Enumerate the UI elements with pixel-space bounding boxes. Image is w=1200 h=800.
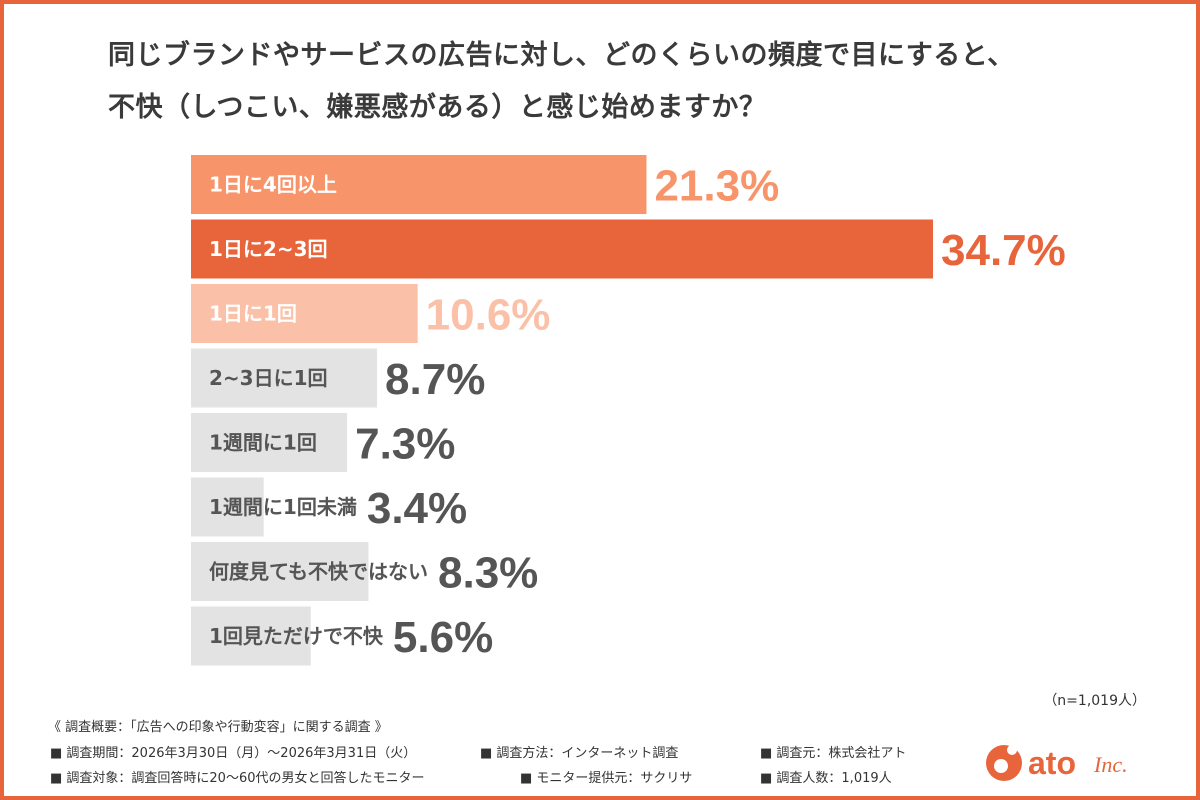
- survey-target: ■ 調査対象：調査回答時に20〜60代の男女と回答したモニター: [50, 771, 425, 786]
- chart-title: 同じブランドやサービスの広告に対し、どのくらいの頻度で目にすると、 不快（しつこ…: [108, 30, 1108, 134]
- survey-provider: ■ モニター提供元：サクリサ: [520, 771, 693, 786]
- value-label-6: 8.3%: [438, 549, 538, 598]
- category-label-6: 何度見ても不快ではない: [209, 560, 428, 584]
- category-label-1: 1日に2~3回: [209, 237, 328, 261]
- value-label-3: 8.7%: [385, 355, 485, 404]
- bar-7: [191, 606, 311, 666]
- logo-suffix: Inc.: [1093, 752, 1128, 777]
- category-label-3: 2~3日に1回: [209, 366, 328, 390]
- logo-mark-icon: [986, 745, 1022, 781]
- bar-0: [191, 155, 647, 214]
- title-line-2: 不快（しつこい、嫌悪感がある）と感じ始めますか？: [108, 92, 767, 123]
- ato-logo: ato Inc.: [986, 745, 1128, 781]
- bar-6: [191, 542, 369, 601]
- sample-size-note: （n=1,019人）: [1043, 693, 1146, 709]
- survey-summary: 《 調査概要：「広告への印象や行動変容」に関する調査 》: [48, 720, 388, 735]
- survey-method: ■ 調査方法：インターネット調査: [480, 746, 679, 761]
- category-label-0: 1日に4回以上: [209, 173, 337, 197]
- survey-source: ■ 調査元：株式会社アト: [760, 746, 907, 761]
- category-label-5: 1週間に1回未満: [209, 495, 357, 519]
- bar-1: [191, 219, 933, 279]
- value-label-1: 34.7%: [941, 226, 1066, 275]
- value-label-2: 10.6%: [426, 291, 551, 340]
- bar-4: [191, 413, 348, 472]
- bar-5: [191, 477, 264, 537]
- value-label-4: 7.3%: [355, 420, 455, 469]
- title-line-1: 同じブランドやサービスの広告に対し、どのくらいの頻度で目にすると、: [108, 40, 1015, 71]
- logo-text: ato: [1028, 745, 1076, 781]
- value-label-5: 3.4%: [367, 484, 467, 533]
- survey-period: ■ 調査期間：2026年3月30日（月）〜2026年3月31日（火）: [50, 746, 417, 761]
- survey-count: ■ 調査人数：1,019人: [760, 771, 892, 786]
- category-label-4: 1週間に1回: [209, 431, 317, 455]
- bar-2: [191, 284, 418, 343]
- value-label-0: 21.3%: [654, 162, 779, 211]
- category-label-7: 1回見ただけで不快: [209, 624, 384, 648]
- bar-3: [191, 348, 378, 408]
- category-label-2: 1日に1回: [209, 302, 297, 326]
- value-label-7: 5.6%: [393, 613, 493, 662]
